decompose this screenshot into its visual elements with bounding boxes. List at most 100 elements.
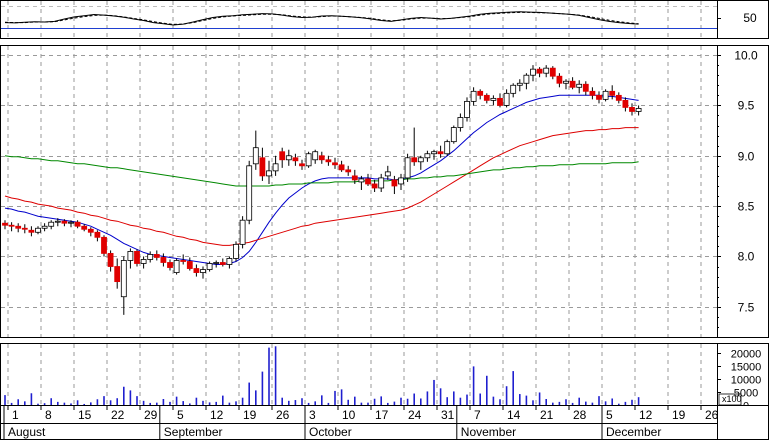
candle-body	[503, 92, 510, 106]
date-axis-month-label: September	[164, 425, 223, 439]
candle	[556, 73, 563, 88]
candle-body	[391, 179, 398, 187]
volume-tick-label: 10000	[731, 375, 762, 387]
candle	[325, 155, 332, 166]
candle	[576, 80, 583, 94]
candle-body	[530, 68, 536, 76]
candle	[206, 261, 213, 272]
candle	[530, 65, 536, 82]
date-axis-day-label: 17	[375, 408, 389, 422]
candle	[318, 151, 325, 164]
moving-average-3	[4, 155, 639, 187]
candle-body	[252, 147, 259, 165]
date-axis-day-label: 5	[606, 408, 613, 422]
candle-body	[200, 269, 206, 273]
date-axis-day-label: 15	[78, 408, 92, 422]
candle	[279, 147, 286, 168]
date-axis-month-label: December	[606, 425, 661, 439]
candle	[219, 258, 226, 267]
candle-body	[424, 153, 431, 159]
candle	[332, 157, 338, 169]
candle-body	[226, 258, 233, 265]
date-axis-day-label: 31	[441, 408, 455, 422]
candle-body	[497, 97, 503, 106]
candle-body	[483, 94, 490, 101]
candle	[292, 153, 299, 166]
price-frame	[0, 45, 769, 338]
candle	[41, 223, 48, 232]
candle	[602, 89, 609, 102]
candle	[61, 219, 68, 227]
candle-body	[543, 67, 550, 74]
oscillator-panel: 50	[0, 0, 769, 39]
candle-body	[318, 155, 325, 161]
candle-body	[358, 178, 365, 183]
candle-body	[87, 228, 94, 233]
date-axis-month-label: October	[309, 425, 352, 439]
candle	[134, 249, 140, 267]
candle	[107, 250, 114, 272]
candle-body	[345, 169, 352, 173]
date-axis-day-label: 19	[243, 408, 257, 422]
candle	[464, 97, 470, 122]
candle	[140, 256, 147, 269]
candle-body	[338, 164, 345, 171]
candle-body	[477, 90, 484, 96]
date-axis-month-label: August	[8, 425, 46, 439]
candle-body	[160, 257, 167, 263]
candle	[609, 85, 616, 100]
candle-body	[464, 100, 470, 118]
date-axis-day-label: 8	[45, 408, 52, 422]
candle	[299, 159, 305, 170]
date-axis-day-label: 21	[540, 408, 554, 422]
candle	[114, 258, 121, 289]
candle	[272, 155, 279, 176]
candle-body	[233, 243, 239, 259]
candle	[510, 83, 517, 98]
candle	[536, 67, 543, 78]
candle-body	[510, 84, 517, 94]
candle	[213, 260, 220, 268]
candle-body	[193, 268, 200, 273]
candle-body	[54, 220, 61, 223]
candle-body	[8, 224, 15, 227]
candle	[120, 256, 127, 315]
candle-body	[41, 225, 48, 229]
candle-body	[28, 229, 35, 233]
candle-body	[444, 141, 451, 155]
candle	[345, 165, 352, 176]
candle-body	[74, 221, 81, 227]
candle-body	[576, 83, 583, 88]
candle-body	[35, 227, 41, 233]
candle-body	[292, 157, 299, 162]
candle	[589, 87, 596, 100]
candle-body	[417, 157, 424, 163]
date-axis-frame	[0, 405, 718, 440]
candle	[411, 127, 418, 166]
candle	[74, 220, 81, 229]
candle-body	[602, 90, 609, 100]
candle	[384, 165, 391, 180]
candle	[635, 105, 642, 116]
candle	[444, 139, 451, 156]
candle-body	[180, 260, 187, 262]
candle-body	[351, 175, 358, 181]
candle	[569, 77, 576, 90]
candle-body	[398, 177, 404, 185]
candle-body	[589, 90, 596, 96]
date-axis-day-label: 12	[639, 408, 653, 422]
candle-body	[325, 159, 332, 163]
candle	[167, 259, 173, 271]
price-tick-label: 8.0	[738, 250, 755, 264]
candle-body	[609, 90, 616, 96]
candle	[424, 150, 431, 162]
candle	[523, 73, 530, 90]
candle	[54, 218, 61, 227]
candle-body	[167, 262, 173, 268]
candle	[417, 155, 424, 170]
date-axis-panel: 1 8 15 22 29 5 12 19 26 3 10 17 24 31 7 14 21 28 5 12 19 26 Au…	[0, 405, 769, 440]
candle-body	[272, 163, 279, 172]
date-axis-day-label: 26	[705, 408, 719, 422]
candle	[470, 87, 477, 106]
candle-body	[21, 227, 28, 230]
